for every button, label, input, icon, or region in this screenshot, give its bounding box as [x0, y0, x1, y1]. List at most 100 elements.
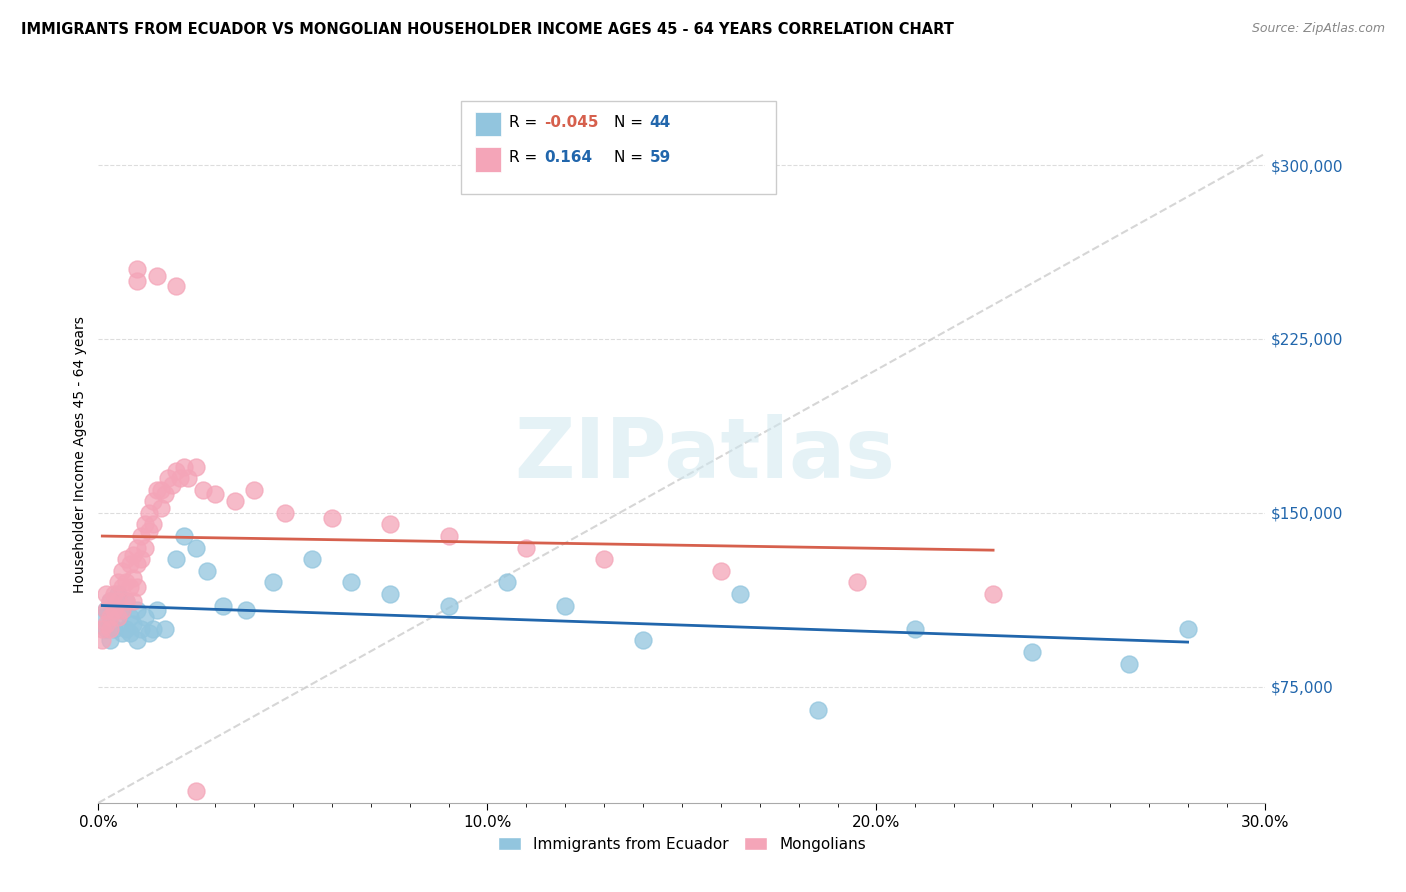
Text: R =: R =: [509, 115, 543, 129]
Point: [107, 594, 129, 608]
Point: [193, 483, 215, 497]
Point: [107, 610, 129, 624]
Point: [1177, 622, 1199, 636]
Y-axis label: Householder Income Ages 45 - 64 years: Householder Income Ages 45 - 64 years: [73, 317, 87, 593]
Point: [98, 594, 121, 608]
Point: [142, 494, 165, 508]
Point: [730, 587, 752, 601]
Point: [146, 603, 169, 617]
Point: [107, 587, 129, 601]
Point: [114, 622, 136, 636]
Point: [169, 471, 191, 485]
Point: [122, 548, 145, 562]
Text: Source: ZipAtlas.com: Source: ZipAtlas.com: [1251, 22, 1385, 36]
Point: [107, 575, 129, 590]
Point: [321, 510, 343, 524]
Point: [274, 506, 297, 520]
Point: [177, 471, 200, 485]
Point: [114, 552, 136, 566]
Point: [111, 603, 134, 617]
Point: [127, 580, 149, 594]
Point: [554, 599, 576, 613]
Point: [98, 594, 121, 608]
Point: [710, 564, 733, 578]
Point: [111, 626, 134, 640]
Point: [122, 594, 145, 608]
Point: [1021, 645, 1043, 659]
Point: [807, 703, 830, 717]
Point: [127, 274, 149, 288]
Point: [146, 483, 169, 497]
Text: IMMIGRANTS FROM ECUADOR VS MONGOLIAN HOUSEHOLDER INCOME AGES 45 - 64 YEARS CORRE: IMMIGRANTS FROM ECUADOR VS MONGOLIAN HOU…: [21, 22, 953, 37]
Point: [127, 557, 149, 571]
Point: [146, 269, 169, 284]
Point: [122, 617, 145, 632]
Point: [173, 529, 195, 543]
Point: [437, 529, 460, 543]
Text: N =: N =: [614, 151, 648, 165]
Point: [184, 541, 207, 555]
Point: [127, 633, 149, 648]
Point: [118, 626, 141, 640]
Point: [98, 610, 121, 624]
Point: [437, 599, 460, 613]
Point: [96, 622, 118, 636]
Point: [127, 541, 149, 555]
Point: [184, 784, 207, 798]
Text: -0.045: -0.045: [544, 115, 599, 129]
Point: [138, 524, 160, 539]
Point: [114, 575, 136, 590]
Point: [114, 594, 136, 608]
Point: [96, 603, 118, 617]
Point: [111, 564, 134, 578]
Point: [111, 580, 134, 594]
Point: [157, 471, 180, 485]
Point: [129, 529, 152, 543]
Point: [138, 506, 160, 520]
Point: [981, 587, 1004, 601]
Point: [129, 552, 152, 566]
Point: [118, 580, 141, 594]
Point: [224, 494, 246, 508]
Point: [127, 262, 149, 277]
Point: [162, 478, 184, 492]
Point: [904, 622, 927, 636]
Point: [380, 517, 402, 532]
Point: [380, 587, 402, 601]
Point: [496, 575, 519, 590]
Point: [340, 575, 363, 590]
Point: [1118, 657, 1140, 671]
Point: [184, 459, 207, 474]
Point: [129, 622, 152, 636]
Point: [153, 487, 176, 501]
Point: [98, 633, 121, 648]
Point: [103, 587, 125, 601]
Text: R =: R =: [509, 151, 547, 165]
Text: 0.164: 0.164: [544, 151, 592, 165]
Point: [173, 459, 195, 474]
Point: [204, 487, 226, 501]
Legend: Immigrants from Ecuador, Mongolians: Immigrants from Ecuador, Mongolians: [492, 830, 872, 858]
Point: [631, 633, 654, 648]
Point: [262, 575, 284, 590]
Point: [593, 552, 616, 566]
Point: [91, 622, 114, 636]
Point: [515, 541, 537, 555]
Point: [138, 626, 160, 640]
Point: [243, 483, 266, 497]
Point: [122, 571, 145, 585]
Point: [846, 575, 869, 590]
Point: [235, 603, 257, 617]
Point: [96, 603, 118, 617]
Point: [96, 617, 118, 632]
Text: ZIPatlas: ZIPatlas: [515, 415, 896, 495]
Point: [98, 622, 121, 636]
Point: [301, 552, 323, 566]
Point: [165, 464, 187, 478]
Text: N =: N =: [614, 115, 648, 129]
Point: [103, 622, 125, 636]
Point: [142, 622, 165, 636]
Point: [91, 610, 114, 624]
Point: [134, 541, 156, 555]
Point: [142, 517, 165, 532]
